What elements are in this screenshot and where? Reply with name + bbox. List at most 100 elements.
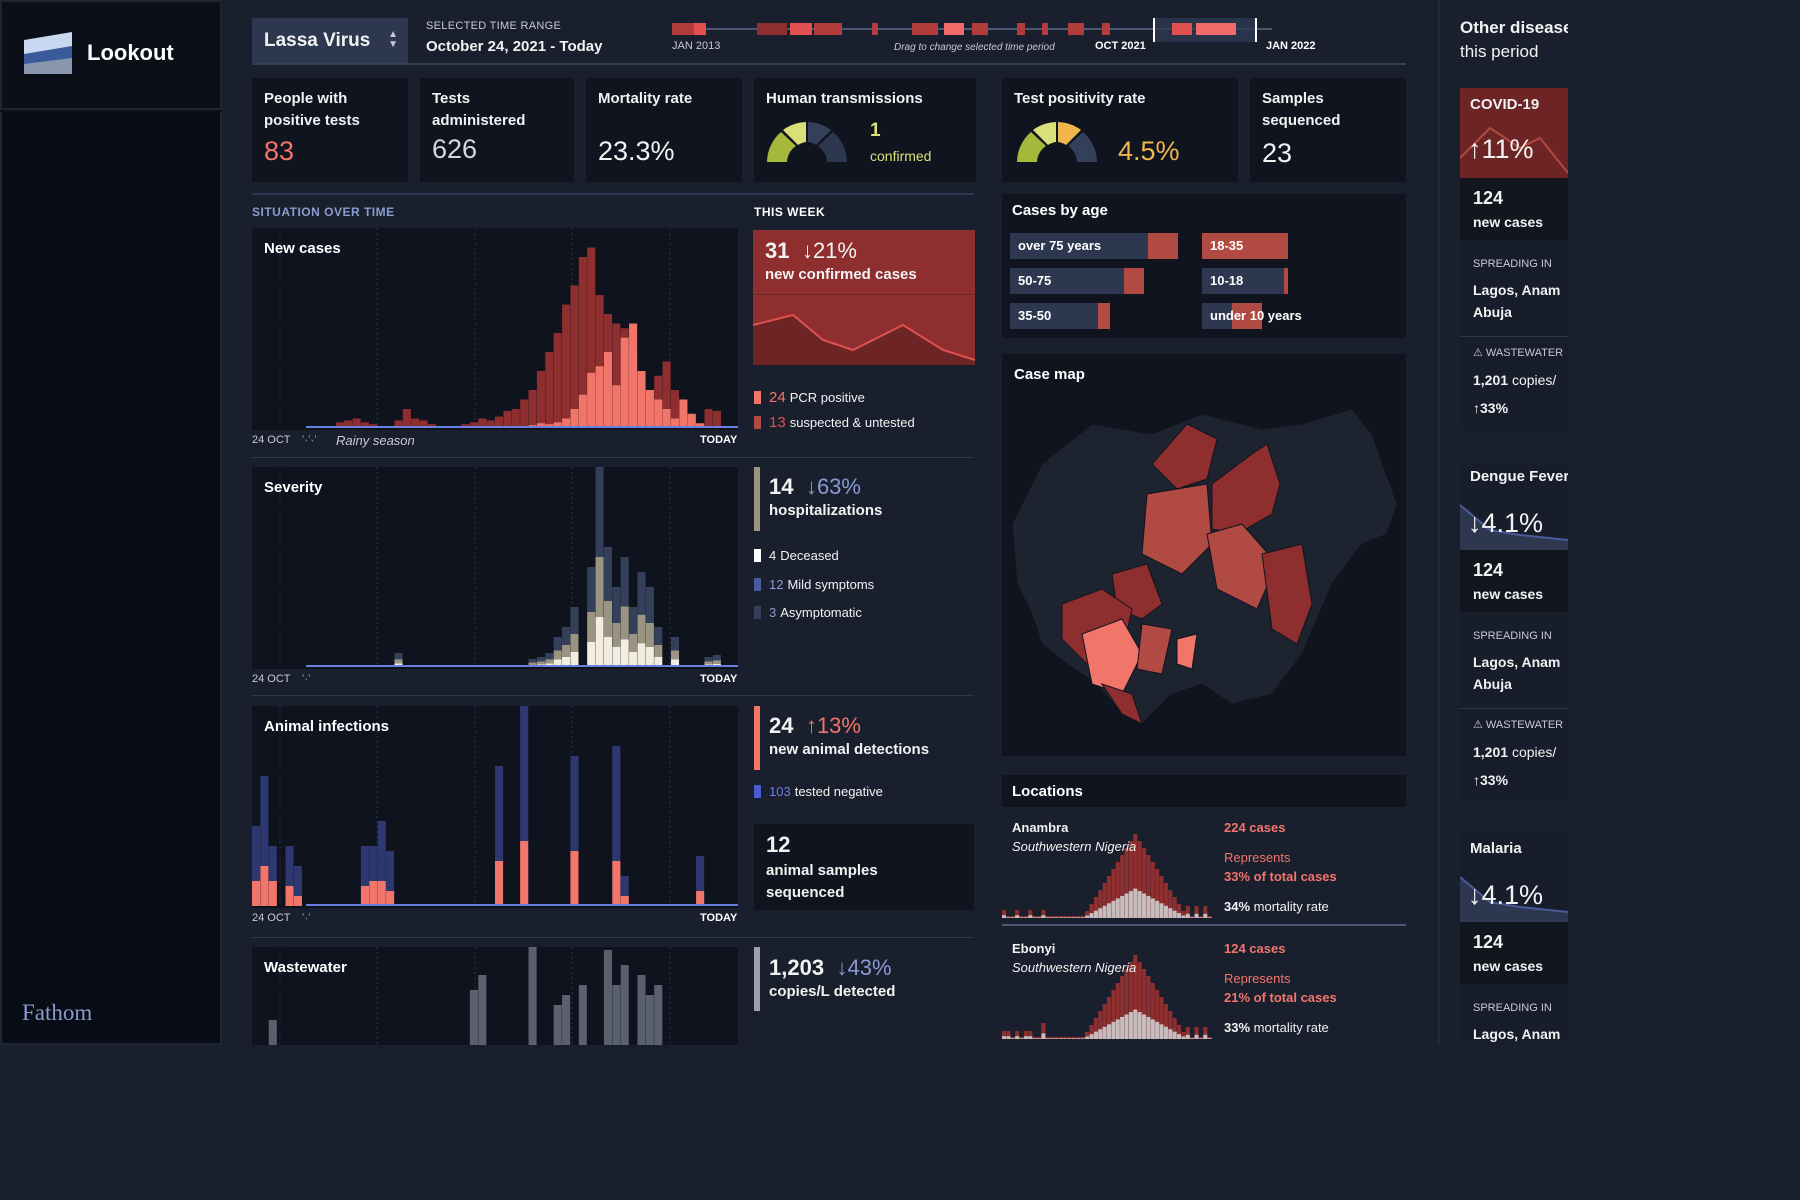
location-bar-deceased [1128,1012,1133,1039]
location-bar [1142,848,1147,918]
bar-wastewater [645,995,654,1045]
disease-cases-label: new cases [1473,586,1544,602]
week-change: 21% [812,238,857,263]
bar-suspected [360,422,370,428]
location-bar-deceased [1089,1034,1094,1039]
location-bar [1194,1027,1199,1039]
disease-card-dengue[interactable]: Dengue Fever ↓4.1% 124 new cases SPREADI… [1460,460,1568,802]
location-bar-deceased [1203,1034,1208,1039]
new-cases-week-card[interactable]: 31 ↓21% new confirmed cases [753,230,975,365]
severity-chart[interactable]: Severity [252,467,738,669]
stat-positive-tests[interactable]: People with positive tests 83 [252,78,408,182]
location-card-anambra[interactable]: Anambra Southwestern Nigeria 224 cases R… [1002,814,1406,918]
stat-mortality-rate[interactable]: Mortality rate 23.3% [586,78,742,182]
timeline-hint: Drag to change selected time period [894,42,1055,53]
bar-suspected [503,410,512,428]
disease-selector[interactable]: Lassa Virus ▲ ▼ [252,18,408,64]
bar-mild [570,634,579,652]
bar-asymptomatic [587,567,596,612]
disease-card-covid[interactable]: COVID-19 ↑11% 124 new cases SPREADING IN… [1460,88,1568,430]
spread-label: SPREADING IN [1473,630,1552,642]
location-bar [1006,1031,1011,1039]
bar-mild [704,661,713,665]
stat-human-transmissions[interactable]: Human transmissions 1 confirmed [754,78,976,182]
stat-test-positivity[interactable]: Test positivity rate 4.5% [1002,78,1238,182]
location-bar [1207,916,1212,918]
fathom-brand[interactable]: Fathom [22,1000,93,1025]
bar-positive [570,851,579,906]
location-bar [1172,1018,1177,1039]
case-map-panel[interactable]: Case map [1002,354,1406,756]
bar-wastewater [528,947,537,1045]
location-bar [1111,990,1116,1039]
location-bar-deceased [1146,1016,1151,1039]
location-bar [1168,1011,1173,1039]
location-bar [1177,904,1182,918]
bar-pcr [612,385,621,428]
bar-negative [293,866,302,906]
bar-suspected [402,409,411,428]
location-bar [1128,962,1133,1039]
animal-chart[interactable]: Animal infections [252,706,738,908]
bar-mild [528,662,537,665]
location-bar [1185,1027,1190,1039]
bar-wastewater [578,985,587,1045]
bar-suspected [419,420,428,428]
new-cases-chart[interactable]: New cases [252,228,738,430]
location-bar-deceased [1137,1012,1142,1039]
bar-negative [520,706,529,906]
bar-mild [587,612,596,642]
bar-deceased [645,647,654,667]
bar-suspected [570,285,579,428]
bar-deceased [603,637,613,667]
bar-pcr [637,371,646,428]
location-bar [1089,1025,1094,1039]
location-bar-deceased [1054,1038,1059,1039]
age-bar: 10-18 [1202,268,1288,294]
location-bar [1032,916,1037,918]
location-bar [1015,1031,1020,1039]
location-bar-deceased [1150,1019,1155,1039]
wastewater-chart[interactable]: Wastewater [252,947,738,1045]
disease-selector-value: Lassa Virus [264,30,371,51]
stat-samples-sequenced[interactable]: Samples sequenced 23 [1250,78,1406,182]
bar-wastewater [612,985,621,1045]
location-bar-deceased [1072,1038,1077,1039]
bar-mild [536,661,545,665]
location-bar-deceased [1023,1036,1028,1039]
location-card-ebonyi[interactable]: Ebonyi Southwestern Nigeria 124 cases Re… [1002,935,1406,1039]
bar-pcr [654,399,663,428]
location-bar-deceased [1006,917,1011,918]
location-bar [1019,1037,1024,1039]
timeline-track[interactable] [672,18,1272,42]
animal-samples-card[interactable]: 12 animal samples sequenced [754,824,974,910]
bar-deceased [570,652,579,667]
nigeria-map[interactable] [1002,394,1406,754]
stat-title: Mortality rate [598,90,693,107]
stat-tests-administered[interactable]: Tests administered 626 [420,78,574,182]
location-bar-deceased [1120,1016,1125,1039]
bar-positive [360,886,370,906]
age-bar: under 10 years [1202,303,1302,329]
location-bar-deceased [1177,1034,1182,1039]
ww-unit: copies/ [1511,744,1557,760]
bar-asymptomatic [712,655,721,661]
location-bar [1172,897,1177,918]
down-arrow-icon: ↓ [836,955,848,980]
bar-suspected [469,422,478,428]
bar-asymptomatic [620,557,629,607]
location-bar [1010,1037,1015,1039]
bar-asymptomatic [553,637,562,651]
bar-deceased [629,652,638,667]
bar-positive [268,881,277,906]
location-bar [1203,1027,1208,1039]
location-bar-deceased [1041,1033,1046,1039]
bar-asymptomatic [637,572,646,615]
location-bar-deceased [1190,917,1195,918]
stat-value: 4.5% [1118,136,1180,166]
location-bar-deceased [1168,1029,1173,1039]
disease-card-malaria[interactable]: Malaria ↓4.1% 124 new cases SPREADING IN… [1460,832,1568,1045]
location-bar-deceased [1080,917,1085,918]
bar-deceased [670,659,680,667]
disease-cases: 124 [1473,932,1504,952]
